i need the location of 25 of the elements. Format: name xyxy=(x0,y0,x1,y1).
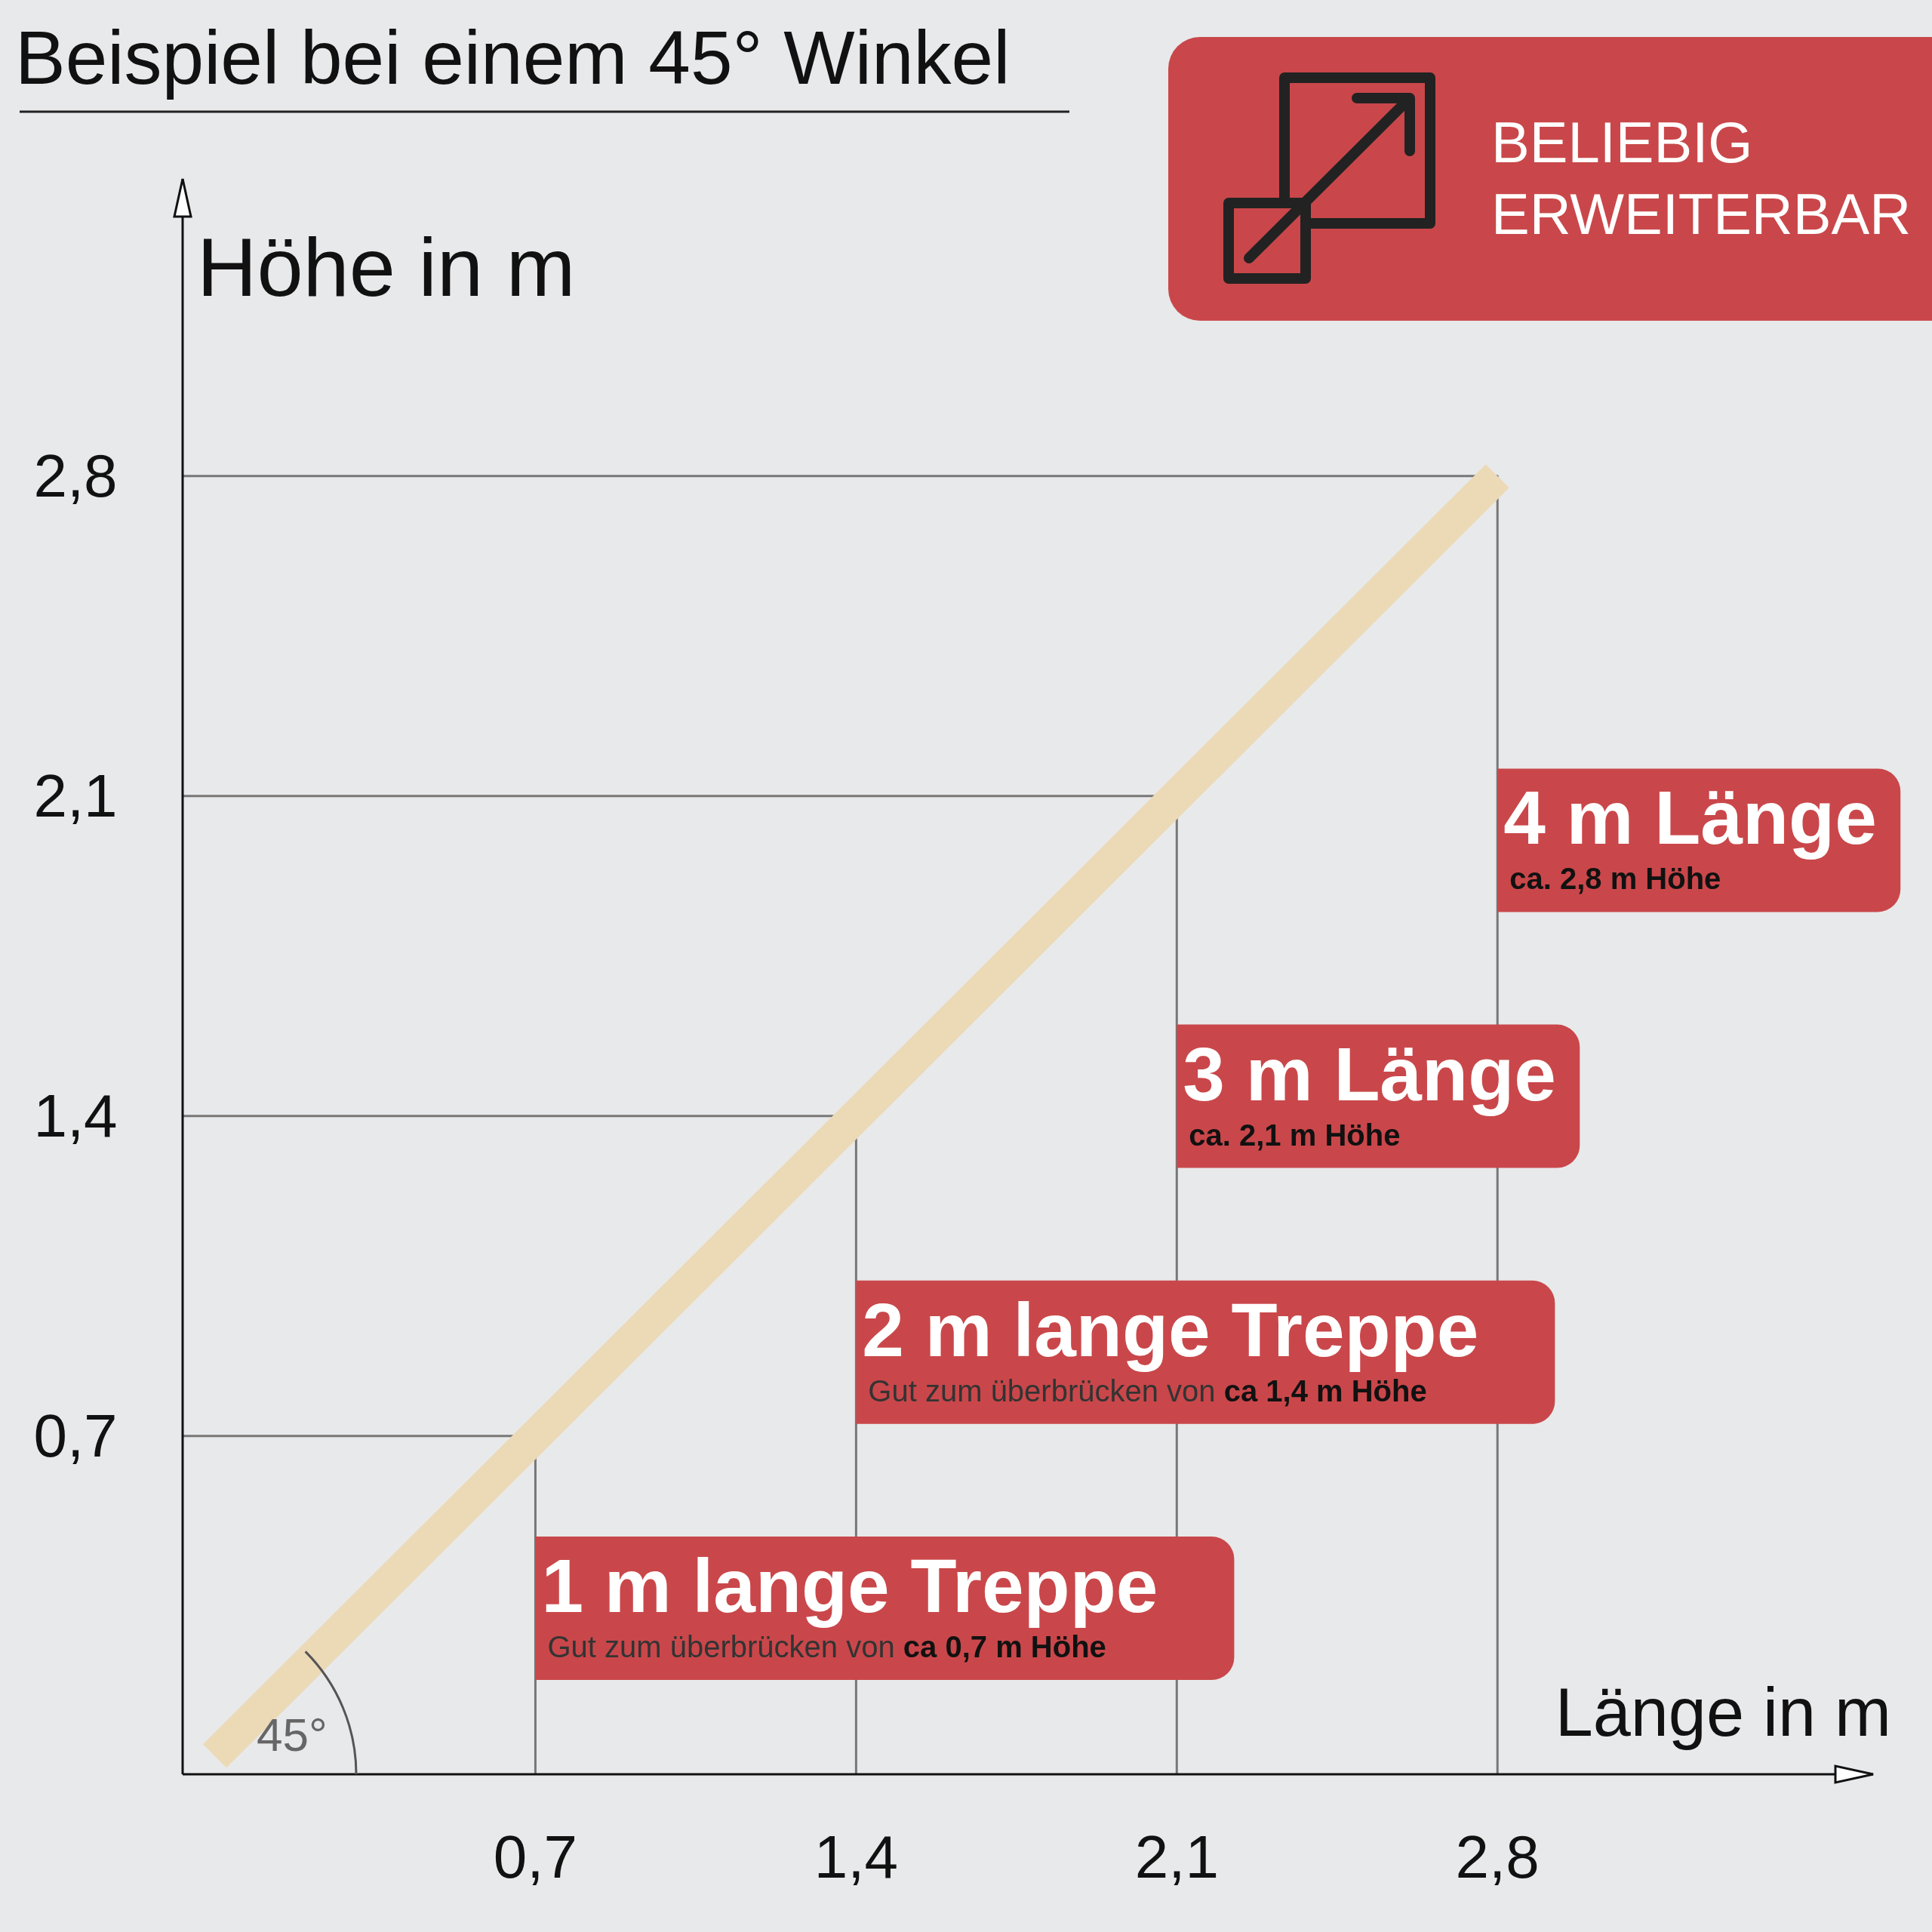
label-box: 1 m lange Treppe Gut zum überbrücken von ca 0,7 m Höhe xyxy=(535,1537,1235,1680)
annotation: 45° xyxy=(257,1709,328,1761)
annotation: BELIEBIG ERWEITERBAR xyxy=(1491,110,1912,246)
annotation: 1 m lange Treppe xyxy=(541,1543,1158,1629)
x-tick-label: 0,7 xyxy=(493,1823,578,1890)
x-tick-label: 2,8 xyxy=(1455,1823,1540,1890)
annotation: Gut zum überbrücken von ca 0,7 m Höhe xyxy=(547,1630,1106,1664)
label-box: 3 m Länge ca. 2,1 m Höhe xyxy=(1177,1024,1580,1168)
annotation: 4 m Länge xyxy=(1503,775,1877,860)
y-tick-label: 1,4 xyxy=(33,1082,118,1150)
y-axis-title: Höhe in m xyxy=(197,220,576,313)
label-box: 4 m Länge ca. 2,8 m Höhe xyxy=(1497,768,1901,912)
annotation: ca. 2,1 m Höhe xyxy=(1189,1118,1401,1152)
annotation: 3 m Länge xyxy=(1183,1031,1556,1116)
label-box: 2 m lange Treppe Gut zum überbrücken von ca 1,4 m Höhe xyxy=(856,1280,1555,1424)
annotation: Gut zum überbrücken von ca 1,4 m Höhe xyxy=(868,1374,1427,1407)
chart-title: Beispiel bei einem 45° Winkel xyxy=(15,15,1011,100)
x-tick-label: 2,1 xyxy=(1134,1823,1219,1890)
annotation: ca. 2,8 m Höhe xyxy=(1509,862,1721,896)
x-axis-title: Länge in m xyxy=(1555,1675,1891,1750)
y-tick-label: 2,1 xyxy=(33,762,118,830)
annotation: 2 m lange Treppe xyxy=(862,1287,1479,1372)
y-tick-label: 2,8 xyxy=(33,442,118,510)
x-tick-label: 1,4 xyxy=(814,1823,898,1890)
y-tick-label: 0,7 xyxy=(33,1402,118,1470)
